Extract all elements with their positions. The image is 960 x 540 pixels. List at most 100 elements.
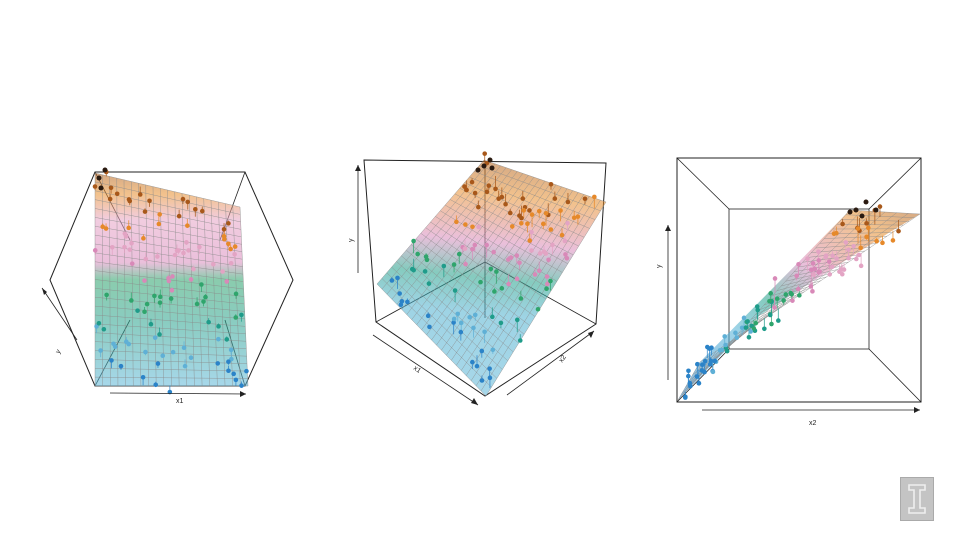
plane-grid-line — [406, 250, 519, 344]
plane-grid-line — [410, 244, 525, 335]
data-point — [484, 189, 490, 195]
data-point — [157, 332, 162, 337]
data-point — [558, 208, 563, 213]
data-point — [129, 261, 135, 266]
data-point — [422, 269, 428, 274]
data-point — [514, 253, 520, 258]
data-point — [540, 221, 546, 227]
data-point — [470, 359, 475, 365]
data-point — [877, 204, 883, 209]
data-point — [694, 374, 700, 379]
data-point — [156, 221, 162, 227]
data-point — [753, 320, 759, 326]
plane-grid-line — [94, 234, 243, 260]
data-point — [482, 151, 488, 156]
panel-3-data-points — [682, 199, 901, 400]
data-point — [451, 320, 456, 325]
data-point — [767, 312, 773, 318]
data-point — [226, 359, 231, 364]
plane-grid-line — [828, 232, 893, 234]
plane-grid-line — [94, 199, 242, 230]
data-point — [476, 224, 481, 230]
data-point — [700, 362, 705, 368]
data-point — [687, 380, 693, 386]
data-point — [702, 369, 707, 375]
data-point — [498, 320, 504, 326]
data-point — [751, 326, 757, 331]
data-point — [487, 366, 492, 371]
block-i-icon — [908, 484, 926, 514]
data-point — [142, 278, 147, 283]
data-point — [137, 192, 143, 197]
panel-1-regression-plane — [95, 173, 248, 386]
data-point — [478, 279, 483, 285]
data-point — [185, 199, 191, 205]
data-point — [244, 368, 249, 374]
data-point — [479, 348, 485, 354]
data-point — [755, 307, 761, 313]
panel-1-y-axis-label: y — [55, 348, 63, 355]
data-point — [808, 284, 814, 289]
plane-grid-line — [742, 306, 783, 329]
data-point — [494, 269, 499, 274]
data-point — [768, 291, 774, 296]
data-point — [231, 371, 236, 377]
data-point — [489, 165, 495, 171]
data-point — [492, 289, 497, 294]
data-point — [543, 251, 549, 256]
data-point — [127, 198, 133, 204]
panel-2-x2-axis-arrow — [506, 330, 595, 396]
data-point — [853, 207, 859, 213]
data-point — [529, 229, 534, 235]
data-point — [122, 244, 127, 250]
data-point — [216, 336, 221, 342]
data-point — [153, 382, 159, 388]
plane-grid-line — [444, 204, 563, 273]
data-point — [816, 249, 821, 255]
data-point — [493, 186, 498, 192]
data-point — [508, 255, 514, 260]
data-point — [472, 242, 478, 248]
data-point — [126, 225, 132, 231]
data-point — [441, 263, 447, 269]
data-point — [203, 294, 208, 300]
panel-2-data-points — [389, 151, 597, 383]
data-point — [142, 309, 147, 315]
plane-grid-line — [94, 332, 247, 342]
data-point — [527, 238, 533, 243]
plane-grid-line — [781, 272, 833, 287]
panel-2-plane-grid — [376, 159, 607, 397]
data-point — [129, 240, 134, 246]
plane-grid-line — [94, 314, 246, 327]
data-point — [562, 238, 568, 244]
data-point — [490, 347, 496, 353]
panel-3-x2-axis-label: x2 — [809, 420, 817, 427]
data-point — [544, 286, 549, 292]
panel-2-x2-axis-arrowhead — [588, 331, 594, 338]
data-point — [707, 362, 713, 367]
data-point — [854, 256, 859, 262]
plane-grid-line — [94, 368, 248, 372]
data-point — [789, 291, 795, 297]
plane-grid-line — [401, 255, 514, 353]
data-point — [472, 312, 478, 318]
data-point — [696, 381, 702, 386]
panel-2-bounding-box — [363, 159, 607, 397]
data-point — [746, 334, 752, 340]
plane-grid-line — [806, 250, 866, 258]
data-point — [158, 294, 163, 300]
plane-grid-line — [479, 165, 601, 212]
data-point — [118, 363, 124, 369]
data-point — [548, 278, 553, 284]
data-point — [199, 282, 204, 287]
data-point — [469, 179, 475, 185]
data-point — [767, 298, 772, 304]
data-point — [96, 320, 102, 326]
plane-grid-line — [94, 172, 241, 208]
data-point — [107, 196, 113, 202]
panel-1-x1-axis-arrow — [109, 392, 247, 395]
plane-grid-line — [415, 238, 530, 326]
data-point — [772, 276, 778, 281]
data-point — [486, 183, 492, 188]
data-point — [816, 258, 822, 263]
